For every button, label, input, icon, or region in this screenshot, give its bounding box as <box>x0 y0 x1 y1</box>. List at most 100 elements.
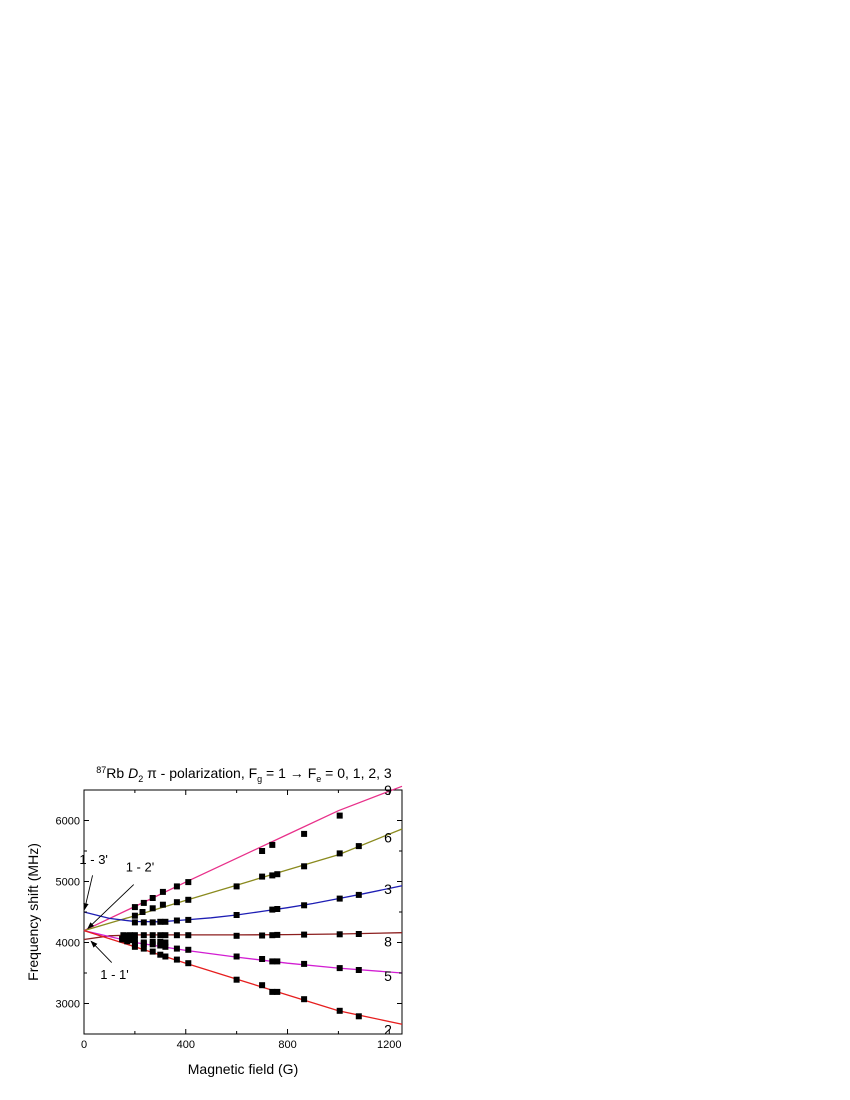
data-point <box>140 945 147 952</box>
data-point <box>149 932 156 939</box>
series-line-6 <box>83 828 403 932</box>
data-point <box>139 909 146 915</box>
data-point <box>131 932 138 939</box>
data-point <box>301 996 308 1003</box>
data-point <box>173 917 180 924</box>
data-point <box>301 960 308 967</box>
data-point <box>336 1007 343 1014</box>
data-point <box>157 942 164 949</box>
data-point <box>131 940 138 947</box>
title-e-sub: e <box>316 774 321 784</box>
data-point <box>269 841 276 848</box>
data-point <box>301 830 308 837</box>
annotation-label-0: 1 - 3' <box>79 852 108 867</box>
series-line-9 <box>83 785 403 932</box>
data-point <box>162 918 169 925</box>
data-point <box>233 912 240 918</box>
data-point <box>355 891 362 898</box>
annotation-arrow-1 <box>87 884 135 930</box>
data-point <box>233 953 240 960</box>
y-tick-label: 6000 <box>56 816 80 828</box>
data-point <box>124 938 131 945</box>
data-point <box>131 936 138 943</box>
data-point <box>336 931 343 938</box>
data-point <box>301 931 308 938</box>
data-point <box>140 919 147 926</box>
data-point <box>269 932 276 939</box>
annotation-label-2: 1 - 1' <box>100 967 129 982</box>
data-point <box>259 932 266 939</box>
data-point <box>185 960 192 967</box>
data-point <box>162 939 169 946</box>
data-point <box>233 883 240 890</box>
data-point <box>336 850 343 857</box>
data-point <box>185 946 192 953</box>
y-tick-label: 5000 <box>56 877 80 889</box>
data-point <box>259 982 266 989</box>
data-point <box>233 932 240 939</box>
data-point <box>274 906 281 912</box>
data-point <box>157 932 164 939</box>
series-label-9: 9 <box>384 782 392 798</box>
data-point <box>173 932 180 939</box>
x-tick-label: 400 <box>177 1039 195 1051</box>
data-point <box>173 899 180 906</box>
title-end: = 0, 1, 2, 3 <box>321 765 392 781</box>
data-point <box>274 931 281 938</box>
title-line: D <box>128 765 138 781</box>
data-point <box>355 1013 362 1020</box>
title-element: Rb <box>106 765 128 781</box>
series-label-8: 8 <box>384 933 392 949</box>
data-point <box>274 988 281 995</box>
data-point <box>274 958 281 965</box>
data-point <box>140 932 147 939</box>
data-point <box>149 941 156 948</box>
points-layer <box>119 812 362 1020</box>
data-point <box>259 873 266 880</box>
series-line-2 <box>83 929 403 1025</box>
data-point <box>126 932 133 939</box>
data-point <box>173 956 180 963</box>
data-point <box>355 967 362 973</box>
data-point <box>162 953 169 960</box>
data-point <box>119 935 126 942</box>
y-axis-label: Frequency shift (MHz) <box>25 843 41 981</box>
chart-title: 87Rb D2 π - polarization, Fg = 1 → Fe = … <box>96 765 392 784</box>
data-point <box>259 848 266 854</box>
title-polarization: π - polarization, F <box>143 765 257 781</box>
data-point <box>131 904 138 911</box>
data-point <box>269 988 276 995</box>
y-tick-label: 4000 <box>56 938 80 950</box>
data-point <box>301 863 308 870</box>
data-point <box>185 932 192 939</box>
curve-labels-layer: 9 6 3 8 5 2 <box>384 782 392 1038</box>
x-axis-label: Magnetic field (G) <box>188 1061 298 1077</box>
data-point <box>274 871 281 878</box>
data-point <box>140 940 147 947</box>
x-tick-label: 1200 <box>377 1039 401 1051</box>
data-point <box>355 843 362 850</box>
data-point <box>185 896 192 903</box>
data-point <box>149 919 156 926</box>
data-point <box>157 918 164 925</box>
data-point <box>159 901 166 908</box>
data-point <box>162 943 169 950</box>
data-point <box>131 912 138 919</box>
data-point <box>269 906 276 913</box>
series-label-5: 5 <box>384 968 392 984</box>
series-label-6: 6 <box>384 830 392 846</box>
annotations-layer: 1 - 3' 1 - 2' 1 - 1' <box>79 852 154 982</box>
x-tick-label: 800 <box>278 1039 296 1051</box>
data-point <box>157 951 164 958</box>
data-point <box>149 905 156 912</box>
series-label-2: 2 <box>384 1022 392 1038</box>
data-point <box>140 899 147 906</box>
title-g-sub: g <box>257 774 262 784</box>
y-tick-label: 3000 <box>56 999 80 1011</box>
data-point <box>336 965 343 972</box>
annotation-arrow-2 <box>90 940 113 963</box>
title-line-sub: 2 <box>138 774 143 784</box>
data-point <box>120 932 127 939</box>
data-point <box>185 879 192 886</box>
